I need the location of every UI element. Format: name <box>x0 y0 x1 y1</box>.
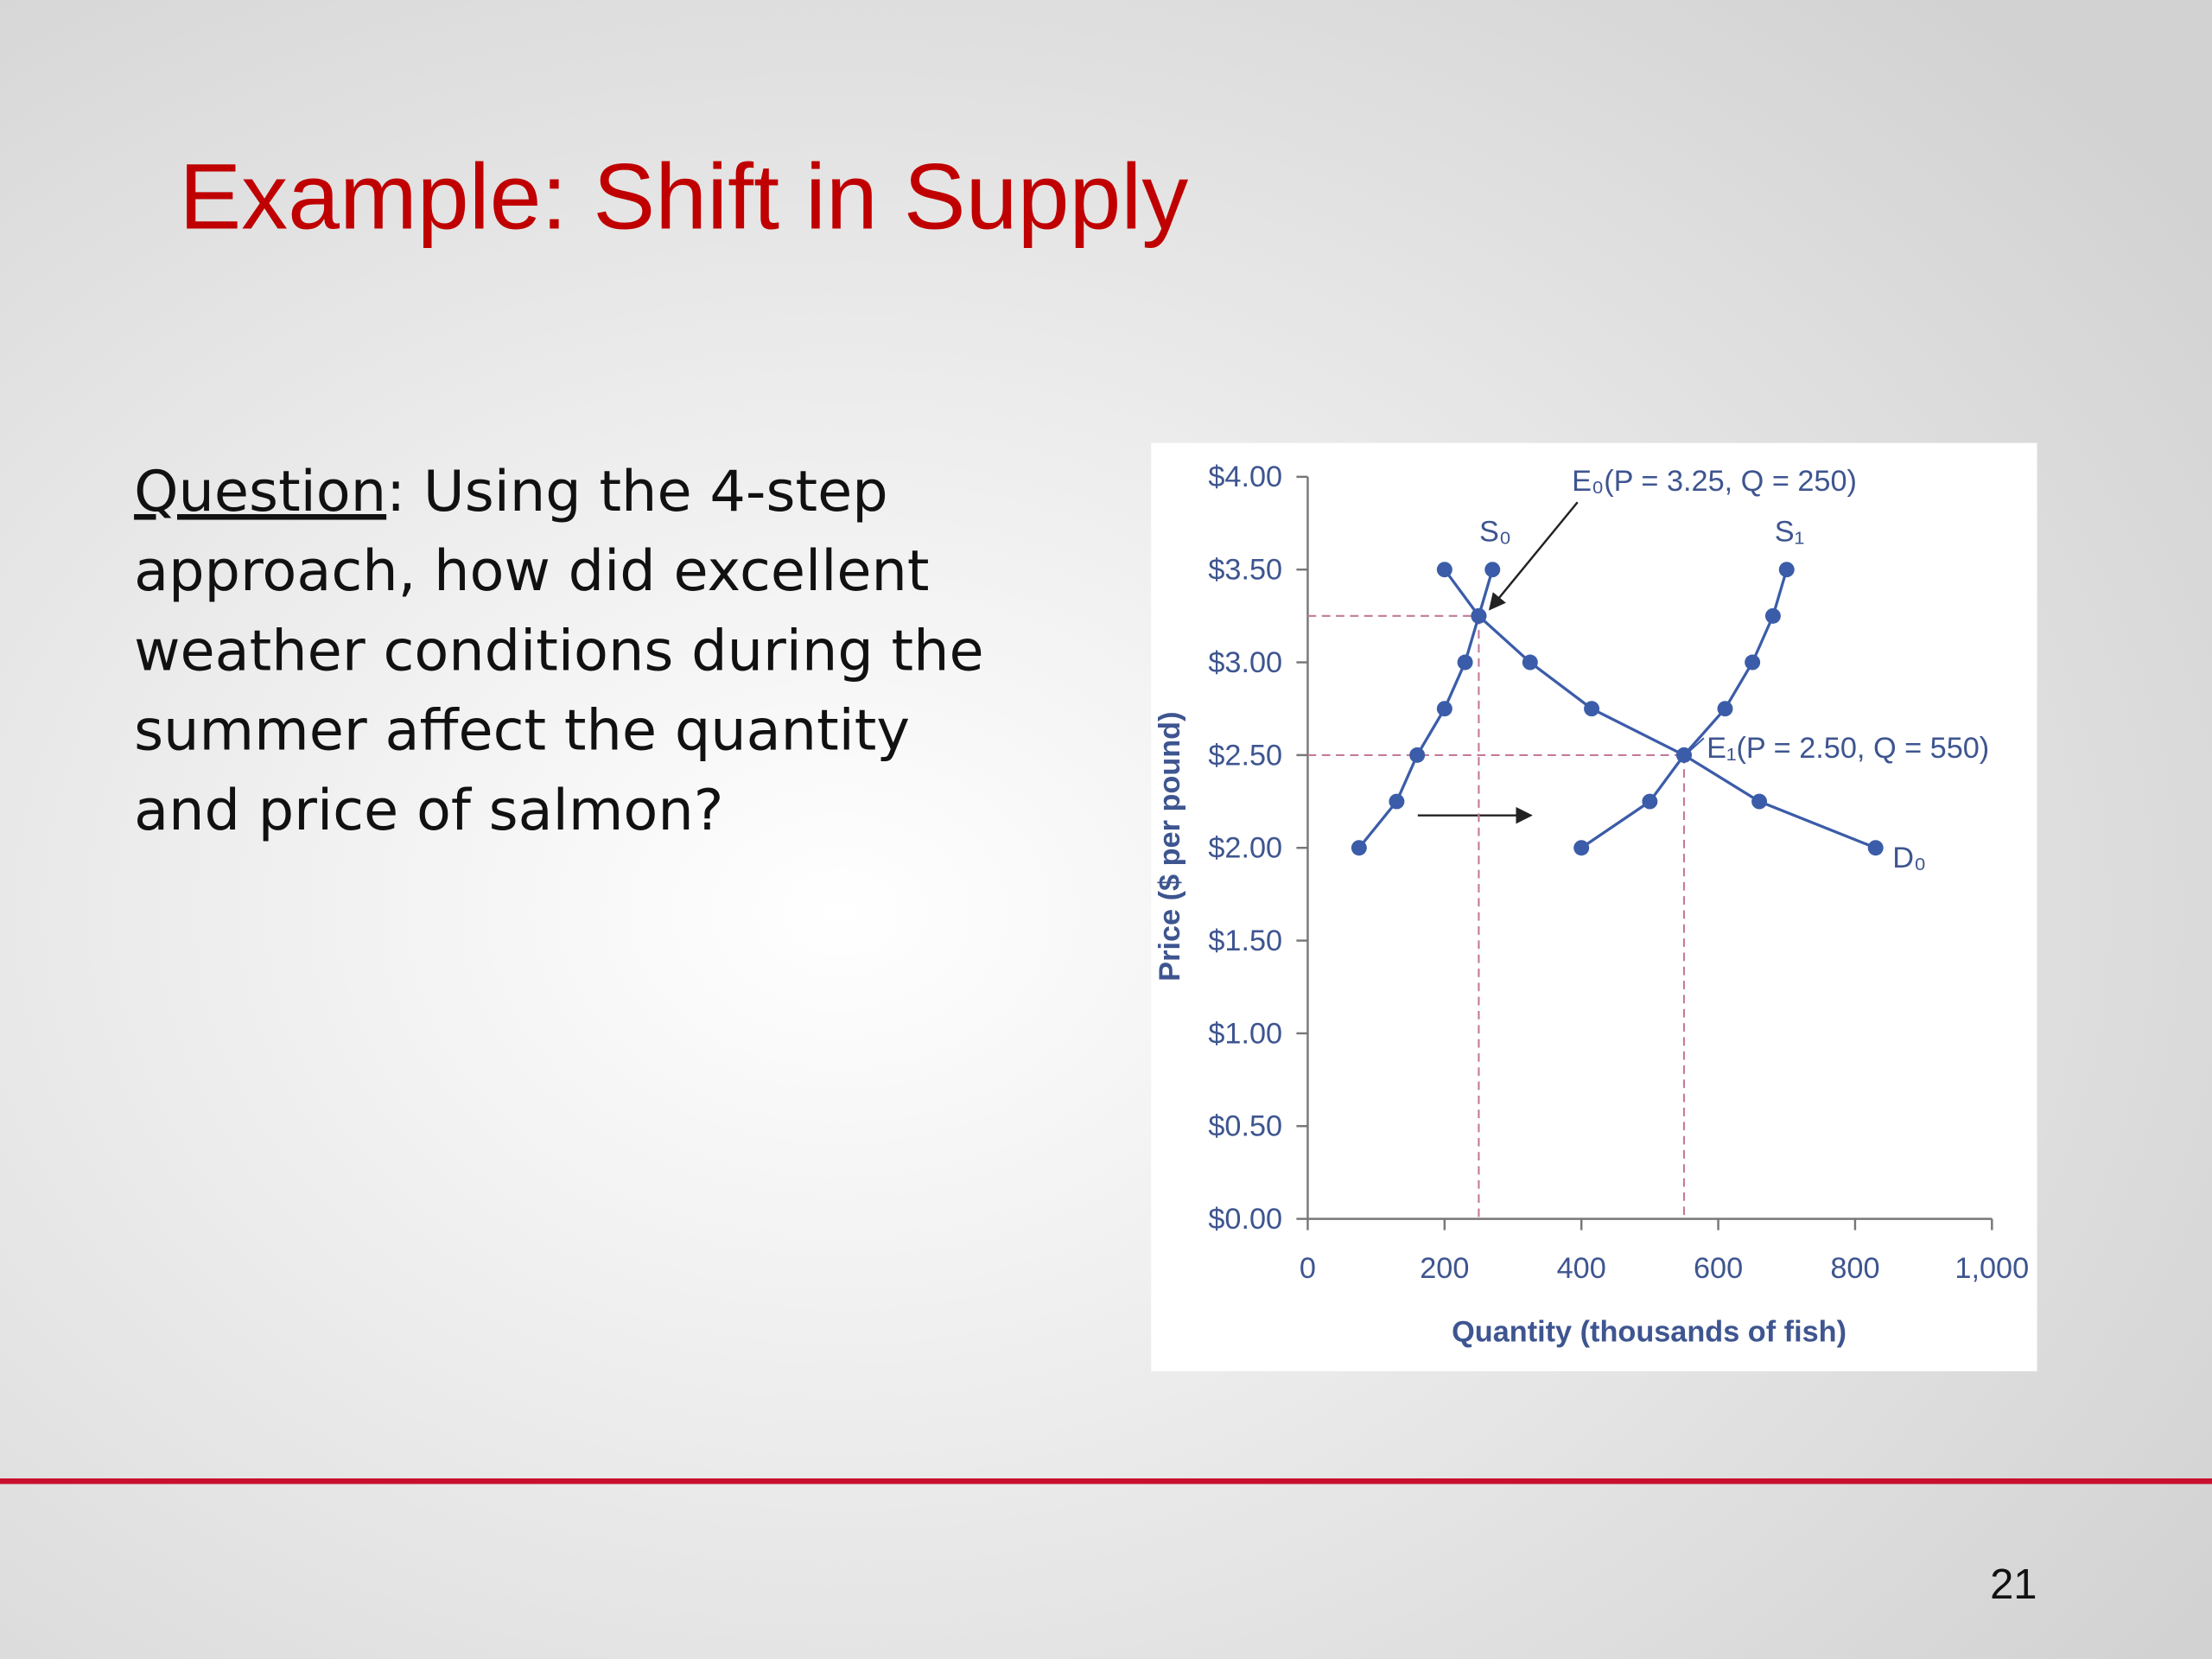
point <box>1457 654 1473 671</box>
equilibrium-pointer <box>1688 737 1705 753</box>
x-tick-label: 400 <box>1557 1252 1606 1285</box>
y-tick-label: $4.00 <box>1208 461 1282 493</box>
question-text: and price of salmon? <box>134 778 723 843</box>
question-line: summer affect the quantity <box>134 698 910 764</box>
point <box>1484 562 1501 578</box>
point <box>1409 747 1426 763</box>
point <box>1471 607 1487 624</box>
question: Question: Using the 4-step approach, how … <box>134 459 984 843</box>
point <box>1764 607 1781 624</box>
y-tick-label: $2.50 <box>1208 739 1282 772</box>
point <box>1676 747 1692 763</box>
series-label: S₁ <box>1775 516 1804 549</box>
question-text: weather conditions during the <box>134 619 984 684</box>
slide-title: Example: Shift in Supply <box>179 143 1188 248</box>
point <box>1351 840 1367 856</box>
point <box>1751 793 1768 810</box>
chart: $0.00 $0.50 $1.00 $1.50 $2.00 $2.50 $3.00 $3.50… <box>1154 461 2029 1348</box>
page-number: 21 <box>1990 1561 2037 1608</box>
x-tick-label: 200 <box>1420 1252 1469 1285</box>
chart-panel <box>1151 442 2037 1371</box>
x-tick-label: 800 <box>1830 1252 1879 1285</box>
y-tick-label: $2.00 <box>1208 832 1282 865</box>
question-line: approach, how did excellent <box>134 538 929 604</box>
series-label: D₀ <box>1892 842 1926 874</box>
point <box>1573 840 1590 856</box>
question-line: weather conditions during the <box>134 619 984 684</box>
x-axis-label: Quantity (thousands of fish) <box>1452 1316 1847 1349</box>
y-tick-label: $3.00 <box>1208 646 1282 679</box>
y-tick-label: $0.00 <box>1208 1203 1282 1236</box>
question-line: and price of salmon? <box>134 778 723 843</box>
x-tick-label: 1,000 <box>1955 1252 2029 1285</box>
equilibrium-pointer <box>1488 501 1579 611</box>
x-tick-label: 0 <box>1300 1252 1316 1285</box>
point <box>1522 654 1538 671</box>
question-label: Question <box>134 459 386 524</box>
y-tick-label: $3.50 <box>1208 554 1282 587</box>
equilibrium-label: E₁(P = 2.50, Q = 550) <box>1707 732 1989 765</box>
question-text: : Using the 4-step <box>386 459 888 524</box>
question-line: Question: Using the 4-step <box>134 459 888 524</box>
equilibrium-label: E₀(P = 3.25, Q = 250) <box>1572 465 1857 498</box>
point <box>1389 793 1405 810</box>
x-tick-label: 600 <box>1694 1252 1743 1285</box>
point <box>1778 562 1795 578</box>
point <box>1867 840 1884 856</box>
point <box>1436 562 1452 578</box>
point <box>1436 701 1452 717</box>
point <box>1745 654 1761 671</box>
point <box>1642 793 1658 810</box>
y-tick-label: $1.00 <box>1208 1017 1282 1050</box>
question-text: approach, how did excellent <box>134 538 929 604</box>
question-text: summer affect the quantity <box>134 698 910 764</box>
y-tick-label: $0.50 <box>1208 1110 1282 1143</box>
y-tick-label: $1.50 <box>1208 925 1282 957</box>
series-label: S₀ <box>1479 516 1511 549</box>
y-axis-label: Price ($ per pound) <box>1154 711 1186 981</box>
point <box>1584 701 1600 717</box>
point <box>1717 701 1733 717</box>
